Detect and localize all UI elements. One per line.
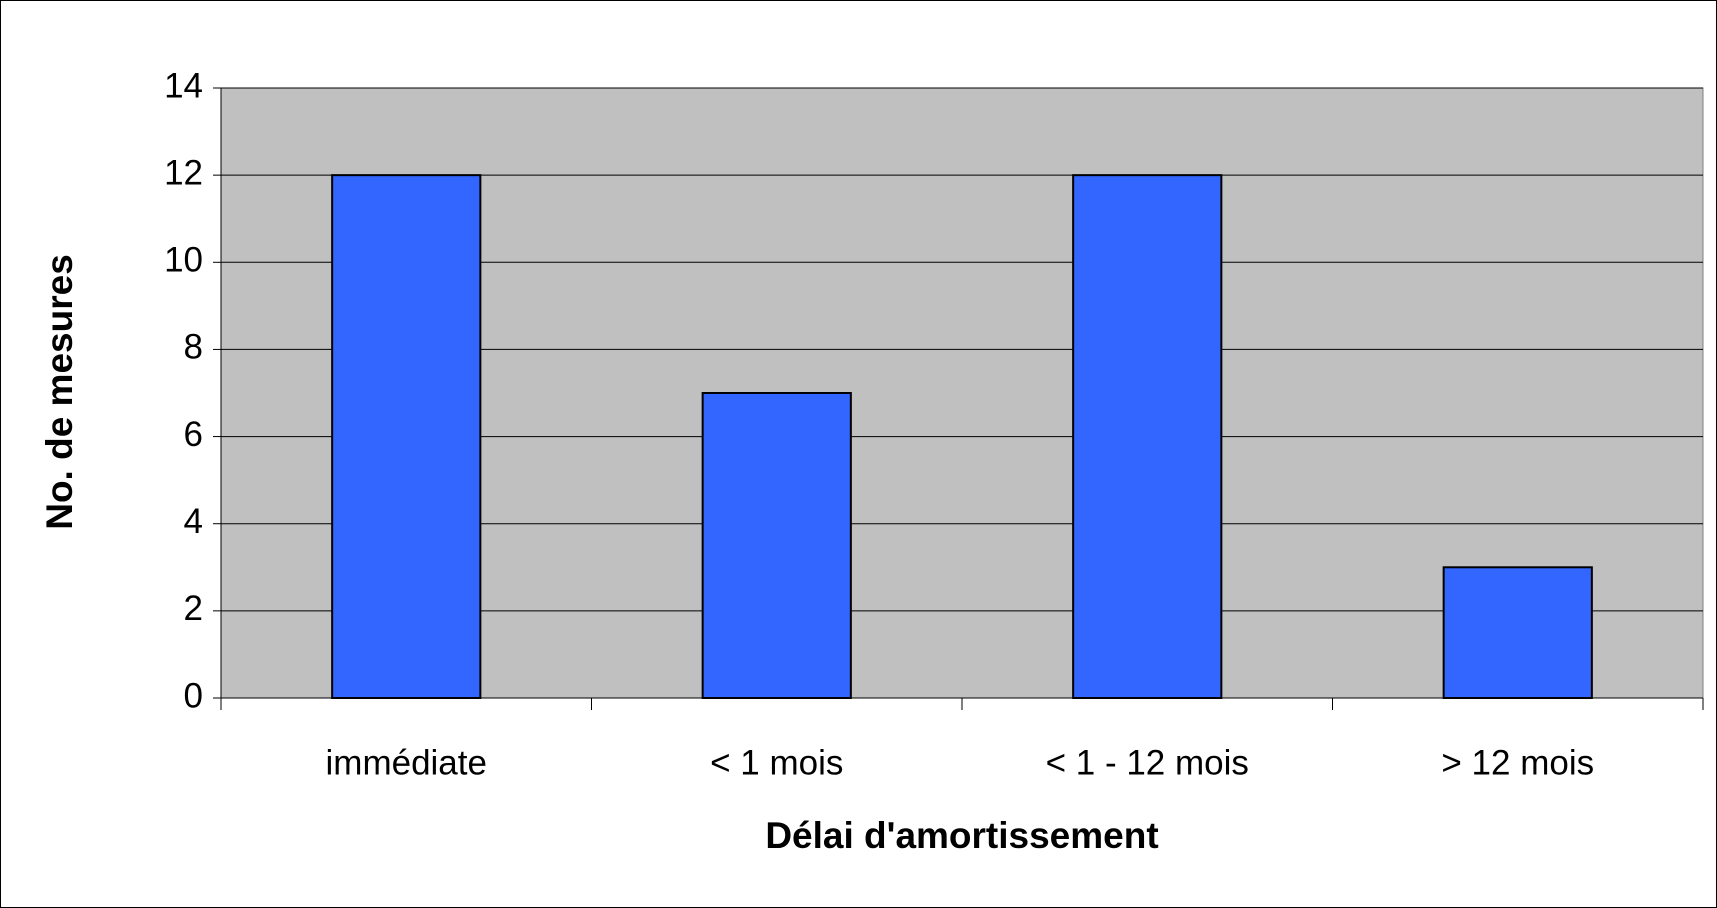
- x-tick-label: < 1 mois: [710, 743, 843, 782]
- bar: [1442, 566, 1593, 699]
- y-tick-label: 4: [184, 502, 203, 541]
- y-tick-label: 10: [164, 241, 203, 280]
- x-tick-label: immédiate: [326, 743, 487, 782]
- bar: [701, 392, 852, 699]
- x-axis-title: Délai d'amortissement: [765, 815, 1158, 856]
- y-tick-label: 0: [184, 676, 203, 715]
- bar: [1072, 174, 1223, 699]
- y-tick-label: 8: [184, 328, 203, 367]
- x-tick-label: > 12 mois: [1441, 743, 1594, 782]
- y-axis-title: No. de mesures: [39, 254, 80, 530]
- x-tick-label: < 1 - 12 mois: [1046, 743, 1249, 782]
- bar: [331, 174, 482, 699]
- y-tick-label: 12: [164, 153, 203, 192]
- y-tick-label: 14: [164, 66, 203, 105]
- y-tick-label: 2: [184, 589, 203, 628]
- y-tick-label: 6: [184, 415, 203, 454]
